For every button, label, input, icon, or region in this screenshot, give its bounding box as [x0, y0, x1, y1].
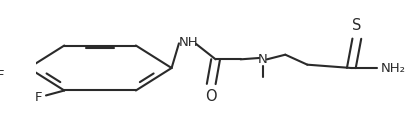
Text: S: S — [351, 18, 361, 33]
Text: N: N — [257, 53, 267, 66]
Text: F: F — [0, 69, 5, 83]
Text: O: O — [205, 89, 216, 104]
Text: NH: NH — [178, 35, 198, 49]
Text: NH₂: NH₂ — [380, 61, 405, 75]
Text: F: F — [35, 91, 42, 104]
